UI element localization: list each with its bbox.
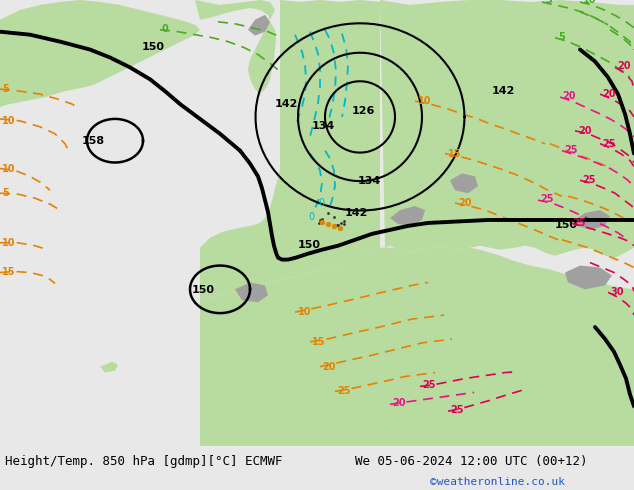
Text: 142: 142 — [345, 208, 368, 218]
Point — [313, 219, 323, 226]
Text: 15: 15 — [312, 337, 325, 347]
Text: We 05-06-2024 12:00 UTC (00+12): We 05-06-2024 12:00 UTC (00+12) — [355, 455, 588, 468]
Point — [339, 220, 349, 228]
Point — [336, 219, 346, 227]
Text: 0: 0 — [308, 212, 314, 222]
Point — [335, 224, 345, 232]
Point — [317, 218, 327, 226]
Text: 25: 25 — [564, 145, 578, 155]
Text: 142: 142 — [492, 86, 515, 96]
Text: 158: 158 — [82, 136, 105, 146]
Text: 25: 25 — [602, 139, 616, 148]
Point — [323, 209, 333, 217]
Text: 5: 5 — [2, 84, 9, 94]
Text: 150: 150 — [192, 285, 215, 295]
Point — [339, 218, 349, 225]
Text: 10: 10 — [583, 0, 597, 5]
Point — [329, 220, 339, 228]
Text: 15: 15 — [448, 148, 462, 159]
Text: 25: 25 — [540, 194, 553, 204]
Text: 20: 20 — [562, 91, 576, 101]
Text: 20: 20 — [458, 198, 472, 208]
Text: 150: 150 — [555, 220, 578, 230]
Point — [329, 222, 339, 230]
Text: 30: 30 — [610, 287, 623, 297]
Text: 20: 20 — [578, 126, 592, 136]
Text: 25: 25 — [582, 175, 595, 185]
Point — [317, 219, 327, 226]
Text: 25: 25 — [422, 380, 436, 391]
Text: 15: 15 — [2, 268, 15, 277]
Point — [323, 220, 333, 228]
Point — [332, 221, 342, 229]
Point — [317, 215, 327, 222]
Text: 5: 5 — [545, 0, 552, 5]
Text: 150: 150 — [298, 240, 321, 250]
Text: 10: 10 — [2, 165, 15, 174]
Text: 10: 10 — [2, 116, 15, 126]
Text: 25: 25 — [572, 218, 586, 228]
Text: 5: 5 — [2, 188, 9, 198]
Text: 10: 10 — [298, 307, 311, 317]
Text: 25: 25 — [337, 387, 351, 396]
Text: 20: 20 — [617, 61, 630, 72]
Text: 0: 0 — [318, 198, 324, 208]
Text: 5: 5 — [558, 32, 565, 42]
Text: 0: 0 — [162, 24, 169, 34]
Point — [329, 213, 339, 221]
Text: ©weatheronline.co.uk: ©weatheronline.co.uk — [430, 477, 565, 487]
Text: 142: 142 — [275, 99, 299, 109]
Text: 10: 10 — [418, 96, 432, 106]
Text: 150: 150 — [142, 42, 165, 51]
Point — [333, 220, 343, 228]
Text: 134: 134 — [358, 176, 381, 186]
Text: Height/Temp. 850 hPa [gdmp][°C] ECMWF: Height/Temp. 850 hPa [gdmp][°C] ECMWF — [5, 455, 283, 468]
Point — [314, 216, 325, 224]
Text: 25: 25 — [450, 405, 463, 415]
Text: 20: 20 — [602, 89, 616, 99]
Text: 10: 10 — [2, 238, 15, 248]
Text: 20: 20 — [322, 362, 335, 371]
Text: 20: 20 — [392, 398, 406, 408]
Text: 126: 126 — [352, 106, 375, 116]
Text: 134: 134 — [312, 121, 335, 131]
